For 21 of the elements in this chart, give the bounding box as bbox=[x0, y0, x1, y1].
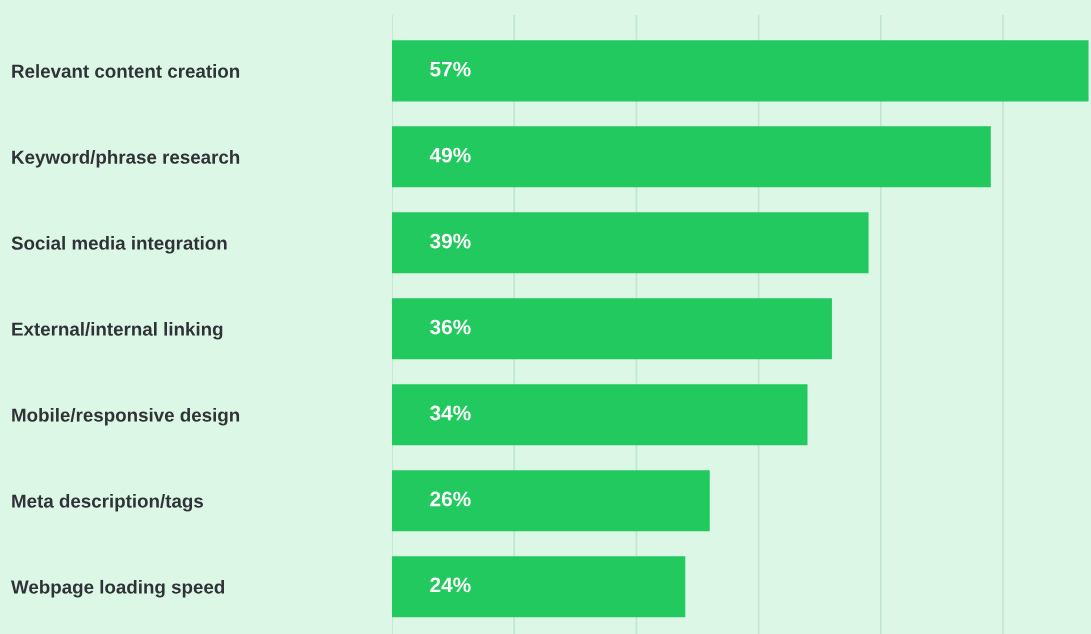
data-label: 36% bbox=[429, 319, 471, 335]
y-tick-label: Webpage loading speed bbox=[11, 579, 225, 598]
data-label: 49% bbox=[429, 147, 471, 163]
data-label: 26% bbox=[430, 491, 471, 507]
data-label: 39% bbox=[429, 233, 471, 249]
bar bbox=[392, 384, 808, 446]
y-tick-label: Social media integration bbox=[11, 236, 227, 254]
data-label: 24% bbox=[430, 577, 471, 593]
y-tick-label: Relevant content creation bbox=[12, 64, 240, 78]
data-label: 57% bbox=[430, 61, 471, 77]
data-label: 34% bbox=[429, 405, 471, 421]
bar bbox=[392, 470, 710, 532]
bar bbox=[392, 298, 832, 360]
y-tick-label: External/internal linking bbox=[12, 322, 223, 340]
bar bbox=[392, 212, 869, 274]
y-tick-label: Keyword/phrase research bbox=[12, 150, 240, 168]
bar bbox=[392, 126, 991, 188]
bar bbox=[392, 556, 686, 618]
y-tick-label: Meta description/tags bbox=[12, 493, 203, 512]
y-tick-label: Mobile/responsive design bbox=[12, 407, 240, 426]
bar bbox=[392, 40, 1089, 102]
